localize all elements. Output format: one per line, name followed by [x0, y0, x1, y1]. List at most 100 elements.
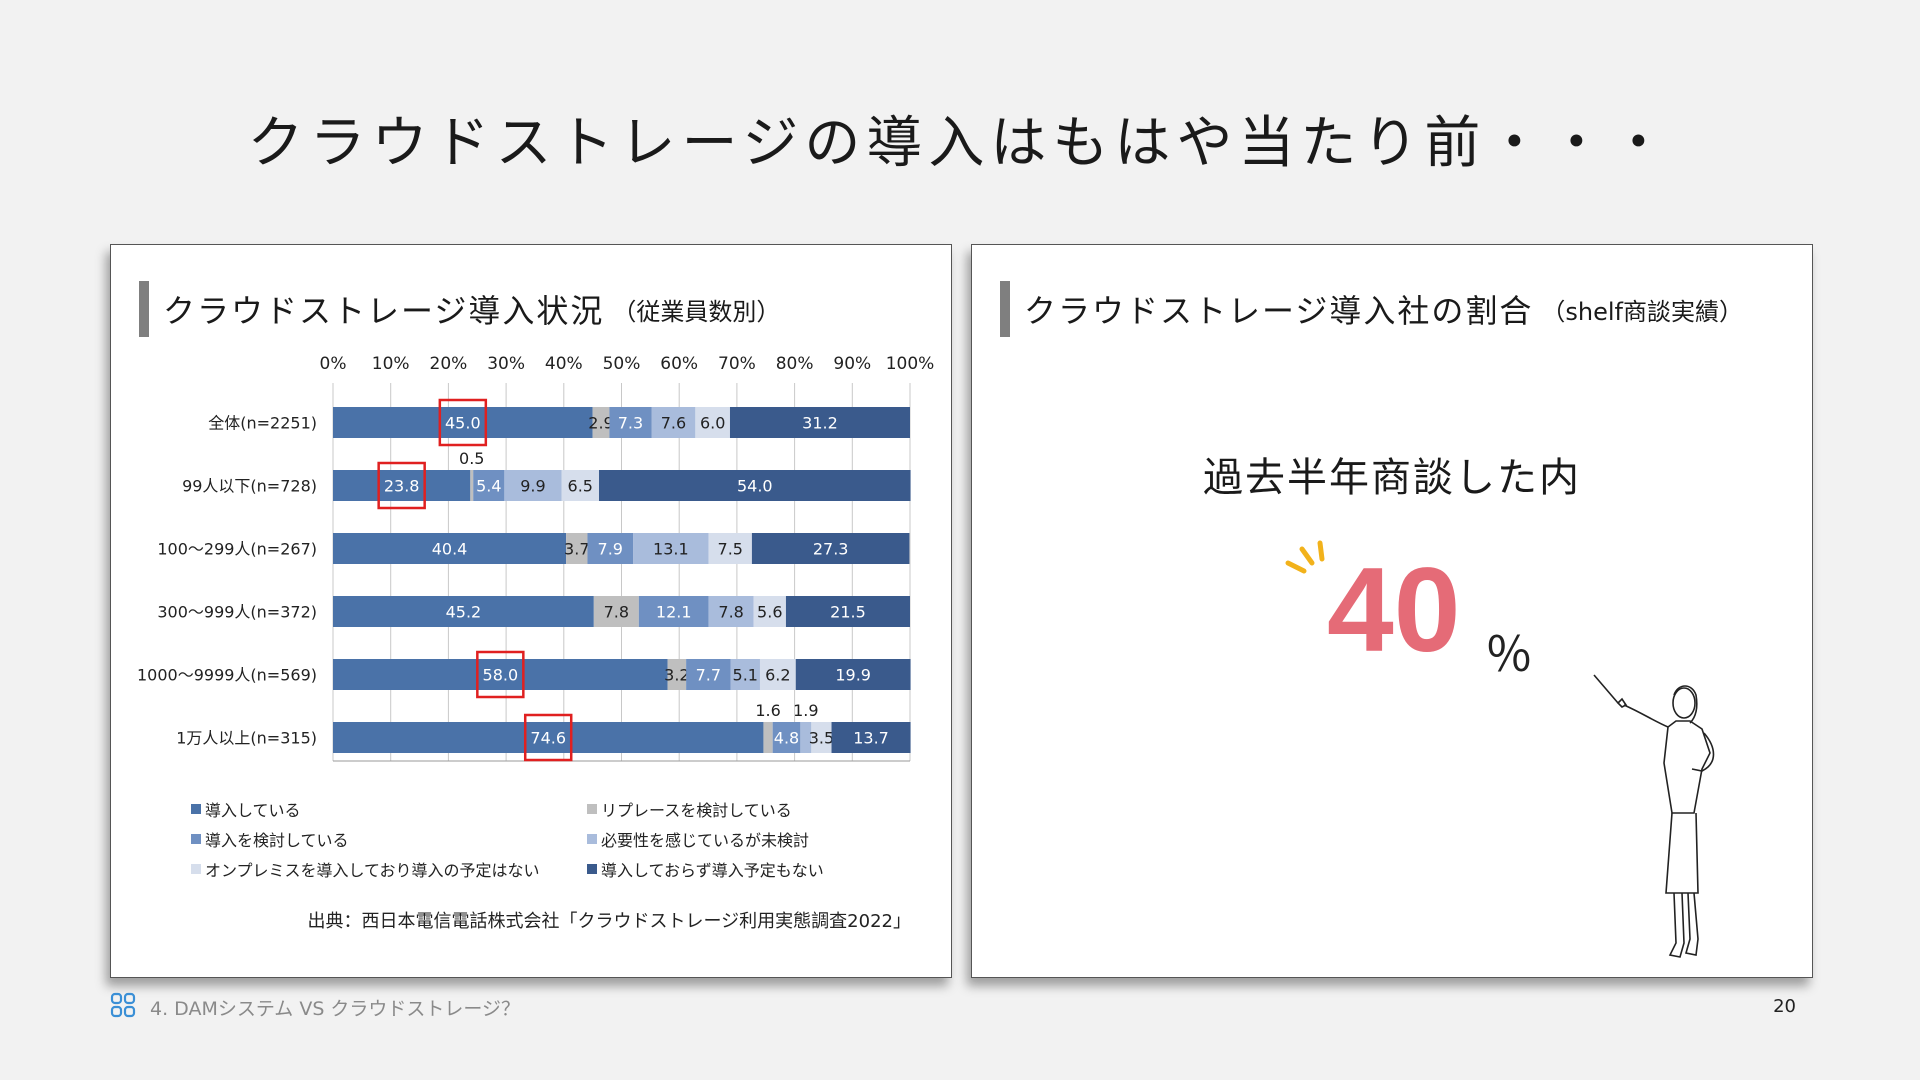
data-label: 45.0 — [445, 414, 481, 433]
category-label: 300～999人(n=372) — [157, 603, 317, 622]
legend-item: 導入している — [191, 797, 301, 821]
bar-segment — [708, 533, 752, 564]
stat-panel-subtitle: （shelf商談実績） — [1541, 297, 1743, 326]
bar-segment — [651, 407, 696, 438]
x-tick-label: 90% — [833, 354, 871, 374]
bar-segment — [470, 470, 474, 501]
legend-swatch — [587, 864, 597, 874]
bar-segment — [504, 470, 562, 501]
data-label: 40.4 — [432, 540, 468, 559]
category-label: 1万人以上(n=315) — [176, 729, 317, 748]
bar-segment — [785, 596, 910, 627]
legend-label: 導入している — [205, 801, 301, 820]
category-label: 99人以下(n=728) — [182, 477, 317, 496]
legend-swatch — [191, 834, 201, 844]
legend-label: 導入を検討している — [205, 831, 349, 850]
data-label: 45.2 — [446, 603, 482, 622]
bar-segment — [730, 659, 760, 690]
presenter-illustration — [1593, 674, 1715, 958]
data-label: 58.0 — [483, 666, 519, 685]
data-label: 31.2 — [802, 414, 838, 433]
legend-label: リプレースを検討している — [601, 801, 792, 820]
legend-item: リプレースを検討している — [587, 797, 792, 821]
stat-panel: クラウドストレージ導入社の割合 （shelf商談実績） 過去半年商談した内 40… — [971, 244, 1813, 978]
bar-segment — [708, 596, 754, 627]
data-label: 0.5 — [459, 449, 484, 468]
bar-segment — [772, 722, 801, 753]
data-label: 21.5 — [830, 603, 866, 622]
data-label: 7.7 — [696, 666, 721, 685]
bar-segment — [587, 533, 634, 564]
data-label: 19.9 — [835, 666, 871, 685]
legend-swatch — [587, 804, 597, 814]
legend-swatch — [191, 864, 201, 874]
data-label: 23.8 — [384, 477, 420, 496]
bar-segment — [831, 722, 911, 753]
category-label: 1000～9999人(n=569) — [137, 666, 317, 685]
bar-segment — [633, 533, 709, 564]
chart-panel-title: クラウドストレージ導入状況 — [163, 292, 605, 330]
footer-section-label: 4. DAMシステム VS クラウドストレージ？ — [150, 998, 521, 1020]
highlight-box — [377, 461, 426, 510]
data-label: 1.6 — [755, 701, 780, 720]
data-label: 3.2 — [664, 666, 689, 685]
bar-segment — [333, 470, 471, 501]
data-label: 6.0 — [700, 414, 725, 433]
bar-segment — [593, 596, 639, 627]
sparkle-icon — [1285, 540, 1325, 574]
bar-segment — [763, 722, 773, 753]
stat-unit: ％ — [1485, 627, 1534, 683]
bar-segment — [800, 722, 812, 753]
data-label: 5.1 — [733, 666, 758, 685]
data-label: 3.5 — [809, 729, 834, 748]
stat-caption: 過去半年商談した内 — [1203, 455, 1581, 501]
chart-panel: クラウドストレージ導入状況 （従業員数別） 0% 10% 20% 30% 40% 50% 6… — [110, 244, 952, 978]
bar-segment — [686, 659, 731, 690]
data-label: 7.3 — [618, 414, 643, 433]
data-label: 7.8 — [604, 603, 629, 622]
legend-item: 導入しておらず導入予定もない — [587, 857, 824, 881]
bar-segment — [751, 533, 910, 564]
x-tick-label: 10% — [372, 354, 410, 374]
logo-icon — [110, 992, 136, 1018]
bar-segment — [638, 596, 709, 627]
chart-panel-heading: クラウドストレージ導入状況 （従業員数別） — [139, 281, 780, 337]
legend-item: 必要性を感じているが未検討 — [587, 827, 809, 851]
data-label: 7.9 — [598, 540, 623, 559]
legend-item: オンプレミスを導入しており導入の予定はない — [191, 857, 540, 881]
legend-swatch — [191, 804, 201, 814]
data-label: 4.8 — [774, 729, 799, 748]
data-label: 7.6 — [661, 414, 686, 433]
legend-label: オンプレミスを導入しており導入の予定はない — [205, 861, 540, 880]
bar-segment — [759, 659, 796, 690]
x-tick-label: 0% — [320, 354, 347, 374]
highlight-box — [438, 398, 488, 447]
bar-segment — [592, 407, 610, 438]
stat-panel-title: クラウドストレージ導入社の割合 — [1024, 292, 1534, 330]
bar-segment — [473, 470, 505, 501]
data-label: 54.0 — [737, 477, 773, 496]
chart-panel-subtitle: （従業員数別） — [612, 297, 781, 326]
x-tick-label: 100% — [886, 354, 935, 374]
data-label: 74.6 — [530, 729, 566, 748]
data-label: 6.5 — [568, 477, 593, 496]
x-tick-label: 70% — [718, 354, 756, 374]
x-tick-label: 80% — [776, 354, 814, 374]
data-label: 5.4 — [476, 477, 501, 496]
page-number: 20 — [1773, 996, 1796, 1017]
x-tick-label: 20% — [430, 354, 468, 374]
bar-segment — [333, 407, 593, 438]
bar-segment — [333, 596, 594, 627]
data-label: 6.2 — [765, 666, 790, 685]
bar-segment — [729, 407, 910, 438]
stat-panel-heading: クラウドストレージ導入社の割合 （shelf商談実績） — [1000, 281, 1743, 337]
legend-label: 必要性を感じているが未検討 — [601, 831, 810, 850]
slide-title: クラウドストレージの導入はもはや当たり前・・・ — [247, 111, 1673, 176]
data-label: 13.1 — [653, 540, 689, 559]
source-citation: 出典：西日本電信電話株式会社「クラウドストレージ利用実態調査2022」 — [307, 911, 911, 932]
data-label: 5.6 — [757, 603, 782, 622]
stat-value: 40 — [1327, 543, 1461, 677]
data-label: 12.1 — [656, 603, 692, 622]
bar-segment — [333, 533, 567, 564]
heading-accent-bar — [1000, 281, 1010, 337]
